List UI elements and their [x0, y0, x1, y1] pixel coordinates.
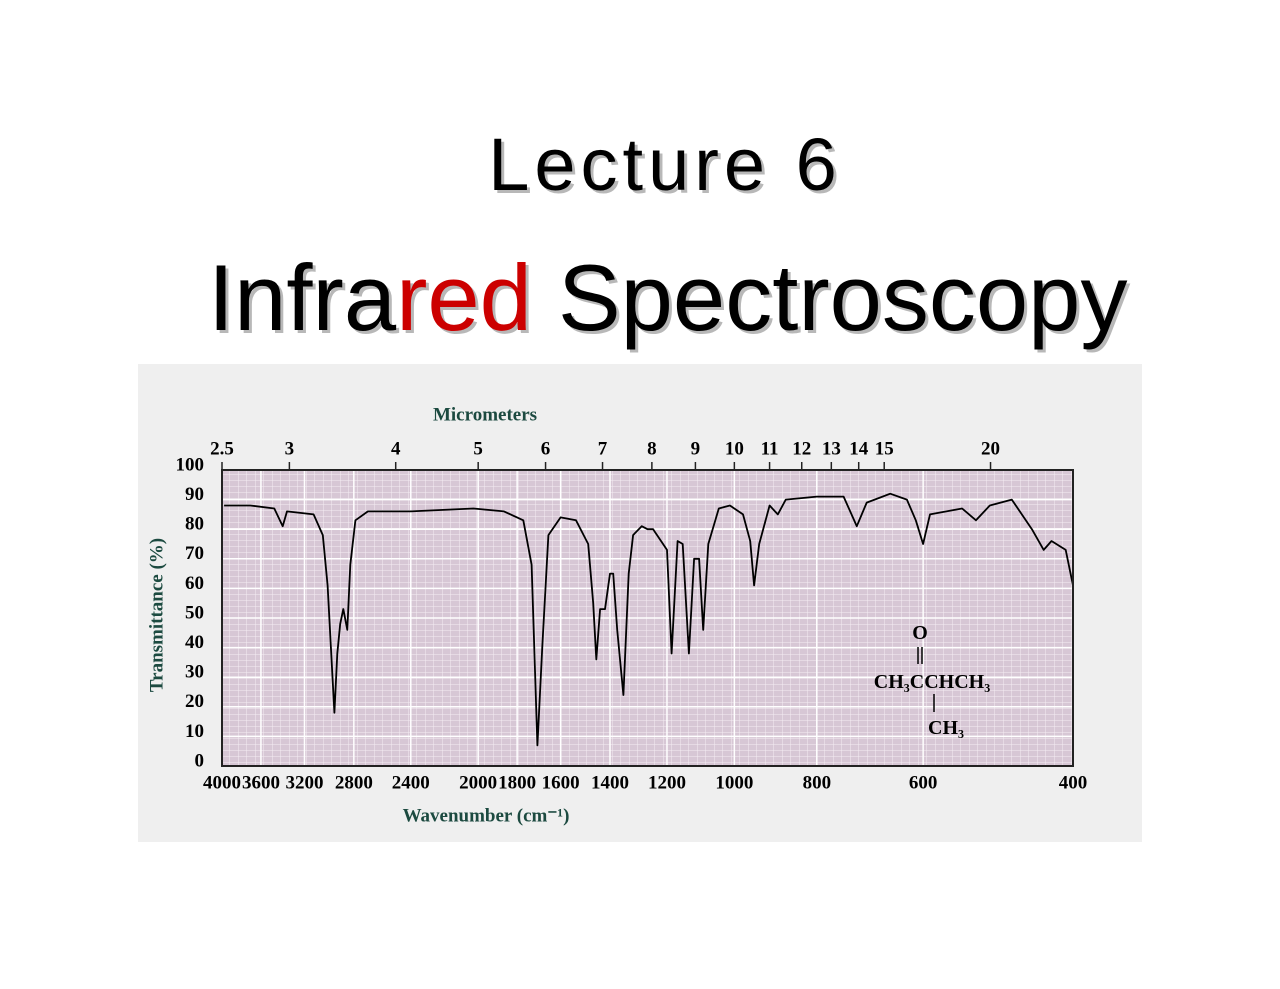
x2-tick-label: 20 [981, 438, 1000, 459]
y-tick-label: 50 [185, 602, 204, 623]
y-tick-label: 60 [185, 573, 204, 594]
x2-tick-label: 5 [473, 438, 483, 459]
y-axis-label: Transmittance (%) [146, 538, 167, 692]
spectrum-line [224, 492, 1074, 747]
x-tick-label: 2800 [335, 772, 373, 793]
x2-tick-label: 13 [822, 438, 841, 459]
title-part: Spectroscopy [558, 245, 1128, 350]
x2-tick-label: 3 [285, 438, 295, 459]
x-tick-label: 1800 [498, 772, 536, 793]
x2-tick-label: 11 [761, 438, 779, 459]
y-tick-label: 80 [185, 514, 204, 535]
x2-tick-label: 9 [691, 438, 701, 459]
y-tick-label: 10 [185, 721, 204, 742]
heading: Lecture 6 [488, 123, 842, 206]
x-tick-label: 1600 [542, 772, 580, 793]
y-tick-label: 70 [185, 543, 204, 564]
title: Infrared Spectroscopy [208, 245, 1127, 350]
x-tick-label: 2400 [392, 772, 430, 793]
x-tick-label: 800 [803, 772, 832, 793]
x-axis-label: Wavenumber (cm⁻¹) [403, 805, 570, 826]
annotation: CH₃ [928, 717, 964, 739]
x2-tick-label: 4 [391, 438, 401, 459]
x2-tick-label: 12 [792, 438, 811, 459]
title-part: red [396, 245, 532, 350]
x2-tick-label: 15 [875, 438, 894, 459]
x2-tick-label: 14 [849, 438, 869, 459]
y-tick-label: 100 [176, 454, 205, 475]
x2-tick-label: 7 [598, 438, 608, 459]
x-tick-label: 2000 [459, 772, 497, 793]
x-tick-label: 600 [909, 772, 938, 793]
y-tick-label: 20 [185, 691, 204, 712]
x2-tick-label: 6 [541, 438, 551, 459]
x2-tick-label: 2.5 [210, 438, 234, 459]
plot-frame [221, 469, 1074, 767]
x2-tick-label: 8 [647, 438, 657, 459]
x-tick-label: 1000 [715, 772, 753, 793]
x-tick-label: 3200 [285, 772, 323, 793]
annotation: O [912, 622, 928, 644]
x2-axis-label: Micrometers [433, 404, 537, 425]
title-part: Infra [208, 245, 397, 350]
y-tick-label: 40 [185, 632, 204, 653]
chart [221, 462, 1074, 767]
y-tick-label: 30 [185, 662, 204, 683]
annotation: CH₃CCHCH₃ [874, 671, 990, 693]
x-tick-label: 3600 [242, 772, 280, 793]
y-tick-label: 90 [185, 484, 204, 505]
x-tick-label: 1200 [648, 772, 686, 793]
x-tick-label: 1400 [591, 772, 629, 793]
x-tick-label: 4000 [203, 772, 241, 793]
x2-tick-label: 10 [725, 438, 744, 459]
x-tick-label: 400 [1059, 772, 1088, 793]
y-tick-label: 0 [195, 750, 205, 771]
